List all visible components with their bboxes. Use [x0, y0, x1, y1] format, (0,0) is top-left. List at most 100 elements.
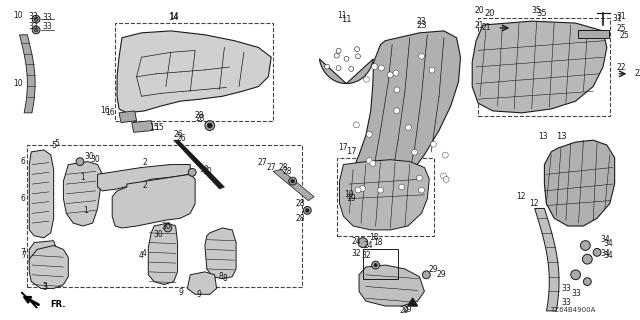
Text: 3: 3 — [42, 282, 47, 291]
Circle shape — [394, 108, 400, 114]
Circle shape — [370, 160, 376, 166]
Polygon shape — [148, 223, 177, 284]
Polygon shape — [112, 174, 195, 228]
Circle shape — [387, 72, 393, 78]
Text: 3: 3 — [42, 283, 47, 292]
Polygon shape — [339, 160, 429, 230]
Text: 23: 23 — [417, 17, 426, 26]
Text: 30: 30 — [199, 165, 209, 174]
Text: 27: 27 — [266, 163, 276, 172]
Text: 33: 33 — [28, 22, 38, 31]
Circle shape — [374, 264, 377, 267]
Text: 28: 28 — [278, 163, 288, 172]
Text: 27: 27 — [258, 158, 268, 167]
Circle shape — [355, 47, 360, 52]
Text: 2: 2 — [142, 158, 147, 167]
Polygon shape — [349, 31, 461, 206]
Text: 12: 12 — [529, 199, 538, 208]
Polygon shape — [205, 228, 236, 279]
Text: 1: 1 — [83, 206, 88, 215]
Polygon shape — [19, 35, 35, 113]
Text: TZ64B4900A: TZ64B4900A — [550, 307, 595, 313]
Text: 34: 34 — [600, 249, 610, 258]
Polygon shape — [359, 265, 424, 306]
Text: 1: 1 — [81, 173, 85, 182]
Text: 21: 21 — [474, 20, 484, 29]
Polygon shape — [273, 169, 314, 201]
Text: 18: 18 — [374, 238, 383, 247]
Text: 29: 29 — [399, 306, 409, 316]
Circle shape — [32, 26, 40, 34]
Text: 15: 15 — [149, 123, 159, 132]
Polygon shape — [545, 140, 614, 226]
Polygon shape — [408, 298, 417, 306]
Text: 30: 30 — [202, 167, 212, 176]
Circle shape — [207, 123, 212, 128]
Polygon shape — [472, 21, 607, 113]
Text: 11: 11 — [337, 11, 346, 20]
Polygon shape — [319, 59, 373, 84]
Circle shape — [429, 67, 435, 73]
Text: 35: 35 — [532, 6, 541, 15]
Text: 4: 4 — [142, 249, 147, 258]
Circle shape — [303, 206, 311, 214]
Text: 17: 17 — [339, 143, 348, 152]
Bar — [478, 18, 610, 116]
Circle shape — [34, 17, 38, 21]
Text: 8: 8 — [222, 274, 227, 283]
Bar — [28, 145, 303, 286]
Text: 34: 34 — [600, 235, 610, 244]
Text: 25: 25 — [620, 31, 629, 40]
Circle shape — [417, 175, 422, 181]
Text: 9: 9 — [178, 288, 183, 297]
Text: 5: 5 — [51, 140, 56, 149]
Text: 16: 16 — [100, 106, 110, 116]
Circle shape — [431, 141, 436, 147]
Text: 33: 33 — [42, 13, 52, 22]
Polygon shape — [29, 241, 58, 267]
Text: 10: 10 — [13, 79, 22, 88]
Circle shape — [378, 187, 383, 193]
Text: 24: 24 — [351, 237, 361, 246]
Circle shape — [442, 152, 448, 158]
Circle shape — [164, 224, 172, 232]
Circle shape — [355, 187, 361, 193]
Text: 12: 12 — [516, 192, 525, 201]
Text: 20: 20 — [474, 6, 484, 15]
Text: 11: 11 — [341, 15, 351, 24]
Circle shape — [353, 122, 359, 128]
Text: 29: 29 — [436, 270, 445, 279]
Bar — [577, 30, 609, 38]
Text: 13: 13 — [539, 132, 548, 141]
Text: 30: 30 — [84, 152, 93, 161]
Text: 26: 26 — [173, 130, 183, 139]
Polygon shape — [63, 162, 102, 226]
Text: 34: 34 — [603, 251, 612, 260]
Polygon shape — [29, 150, 54, 238]
Circle shape — [412, 149, 417, 155]
Text: 24: 24 — [364, 241, 374, 250]
Circle shape — [336, 48, 341, 53]
Circle shape — [355, 54, 360, 59]
Circle shape — [205, 121, 214, 131]
Circle shape — [358, 238, 368, 247]
Text: 33: 33 — [28, 12, 38, 21]
Circle shape — [336, 66, 341, 71]
Polygon shape — [97, 164, 190, 191]
Circle shape — [188, 168, 196, 176]
Circle shape — [360, 186, 365, 191]
Text: 7: 7 — [21, 251, 26, 260]
Polygon shape — [22, 292, 37, 308]
Text: 6: 6 — [20, 157, 25, 166]
Circle shape — [324, 64, 330, 69]
Circle shape — [32, 15, 40, 23]
Circle shape — [571, 270, 580, 280]
Text: 28: 28 — [296, 199, 305, 208]
Circle shape — [580, 241, 590, 251]
Polygon shape — [173, 140, 225, 189]
Text: 2: 2 — [142, 180, 147, 189]
Text: 26: 26 — [177, 134, 186, 143]
Bar — [115, 23, 273, 121]
Circle shape — [289, 177, 296, 185]
Circle shape — [366, 132, 372, 137]
